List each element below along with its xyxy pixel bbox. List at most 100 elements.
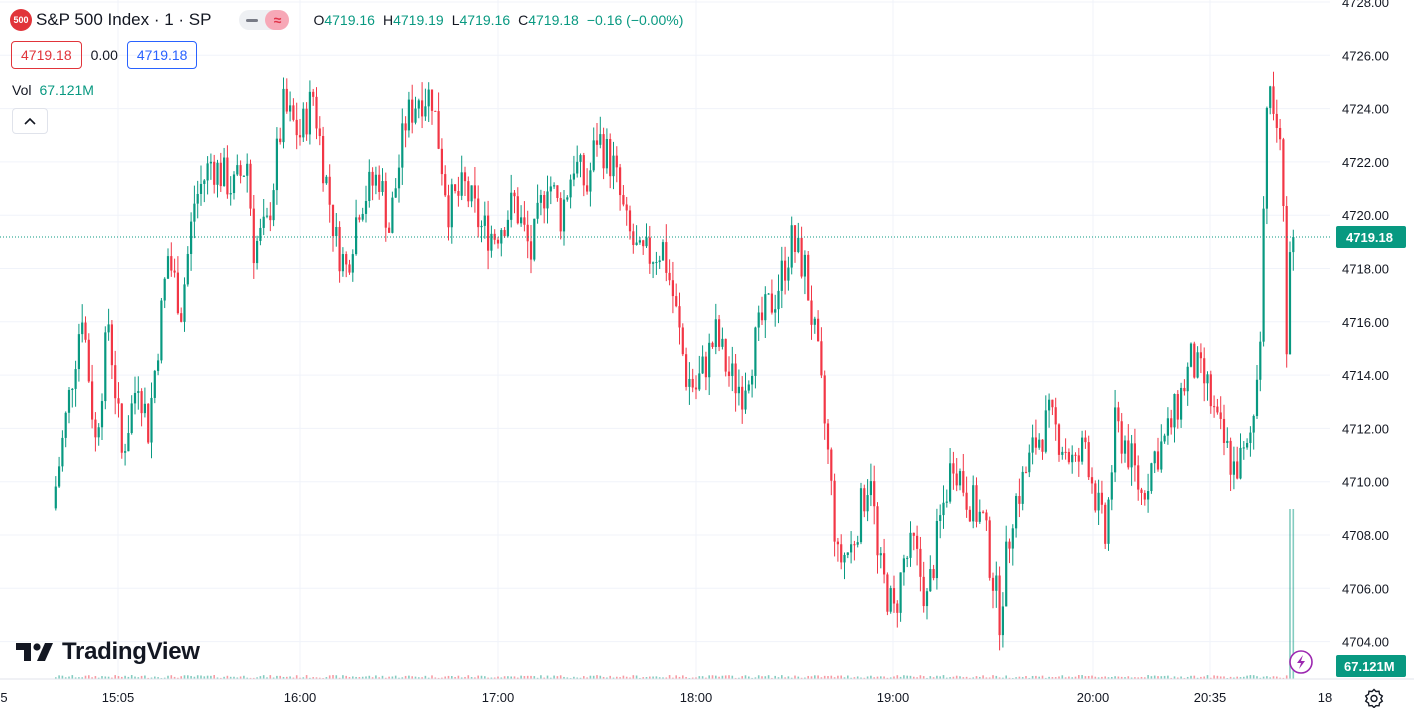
candle-body	[879, 553, 882, 556]
candle-body	[718, 319, 721, 347]
volume-bar	[629, 677, 631, 679]
volume-bar	[873, 677, 875, 679]
candle-body	[434, 110, 437, 112]
candle-body	[510, 192, 513, 220]
volume-bar	[299, 677, 301, 679]
candle-body	[440, 148, 443, 175]
candle-body	[285, 88, 288, 112]
candle-body	[724, 338, 727, 372]
x-tick-label: 20:35	[1194, 690, 1227, 705]
minus-icon[interactable]	[239, 10, 265, 30]
candle-body	[823, 375, 826, 424]
lightning-icon[interactable]	[1289, 650, 1313, 674]
volume-bar	[754, 677, 757, 679]
volume-bar	[1285, 675, 1288, 679]
volume-label[interactable]: Vol	[12, 82, 32, 98]
volume-bar	[1173, 676, 1176, 679]
y-tick-label: 4726.00	[1342, 48, 1389, 63]
time-axis[interactable]: 5 15:05 16:00 17:00 18:00 19:00 20:00 20:35 18	[0, 690, 1332, 705]
volume-bar	[781, 675, 783, 679]
volume-bar	[658, 677, 661, 679]
volume-bar	[1259, 677, 1262, 679]
series-controls[interactable]: ≈	[239, 10, 290, 30]
volume-bar	[1239, 677, 1242, 679]
candle-body	[1196, 352, 1199, 378]
candle-body	[190, 221, 193, 254]
volume-bar	[1061, 675, 1064, 679]
candle-body	[308, 91, 311, 135]
tradingview-logo[interactable]: TradingView	[16, 638, 200, 666]
approx-icon[interactable]: ≈	[265, 10, 290, 30]
candle-body	[737, 386, 740, 394]
candle-body	[698, 373, 701, 390]
candle-body	[348, 264, 351, 273]
candle-body	[1100, 492, 1103, 505]
volume-bar	[632, 675, 635, 679]
last-price-text: 4719.18	[1346, 230, 1393, 245]
volume-bar	[860, 677, 862, 679]
volume-bar	[563, 676, 565, 679]
volume-bar	[698, 676, 701, 679]
buy-button[interactable]: 4719.18	[126, 41, 198, 69]
candle-body	[1001, 606, 1004, 636]
volume-bar	[276, 675, 278, 679]
volume-bar	[55, 677, 57, 679]
volume-bar	[1269, 677, 1271, 679]
candle-body	[553, 185, 556, 187]
volume-bar	[850, 677, 852, 679]
volume-bar	[652, 676, 654, 679]
candle-body	[767, 293, 770, 295]
collapse-legend-button[interactable]	[12, 108, 48, 134]
settings-button[interactable]	[1362, 686, 1386, 710]
candle-body	[331, 204, 335, 237]
volume-bar	[823, 675, 826, 679]
volume-bar	[414, 676, 417, 679]
volume-bar	[418, 677, 420, 679]
volume-bar	[916, 677, 918, 679]
candle-body	[675, 296, 678, 307]
candle-body	[173, 270, 176, 273]
low-value: 4719.16	[459, 12, 511, 28]
candle-body	[153, 370, 156, 398]
candle-body	[744, 390, 747, 410]
volume-bar	[639, 677, 641, 679]
volume-bar	[1074, 676, 1077, 679]
candle-body	[236, 165, 239, 175]
volume-bar	[111, 677, 113, 679]
candle-body	[1087, 442, 1090, 478]
candle-body	[302, 108, 305, 138]
candle-body	[592, 140, 595, 171]
volume-bar	[385, 677, 387, 679]
volume-bar	[480, 675, 483, 679]
volume-bar	[939, 676, 941, 679]
volume-bar	[774, 675, 776, 679]
candle-body	[1044, 410, 1047, 452]
candle-body	[1163, 435, 1166, 442]
candle-body	[780, 260, 783, 291]
volume-bar	[319, 677, 321, 679]
candle-body	[1034, 437, 1037, 448]
candle-body	[1123, 440, 1127, 454]
candle-body	[925, 591, 929, 607]
sell-button[interactable]: 4719.18	[11, 41, 82, 69]
candle-body	[457, 191, 460, 196]
candle-body	[67, 389, 71, 413]
candle-body	[282, 88, 285, 143]
volume-bar	[1219, 676, 1222, 679]
volume-bar	[596, 675, 598, 679]
candle-body	[199, 183, 203, 194]
volume-bar	[1216, 675, 1219, 679]
candle-body	[556, 185, 559, 198]
candle-body	[84, 322, 87, 340]
candle-body	[127, 433, 130, 452]
price-axis[interactable]: 4728.00 4726.00 4724.00 4722.00 4720.00 4718.…	[1342, 0, 1389, 650]
candle-body	[157, 360, 160, 371]
candle-body	[902, 558, 905, 573]
candle-body	[1249, 432, 1252, 443]
candle-body	[427, 89, 430, 107]
volume-bar	[804, 677, 806, 679]
symbol-title[interactable]: S&P 500 Index · 1 · SP	[36, 10, 212, 29]
candle-body	[424, 106, 427, 117]
